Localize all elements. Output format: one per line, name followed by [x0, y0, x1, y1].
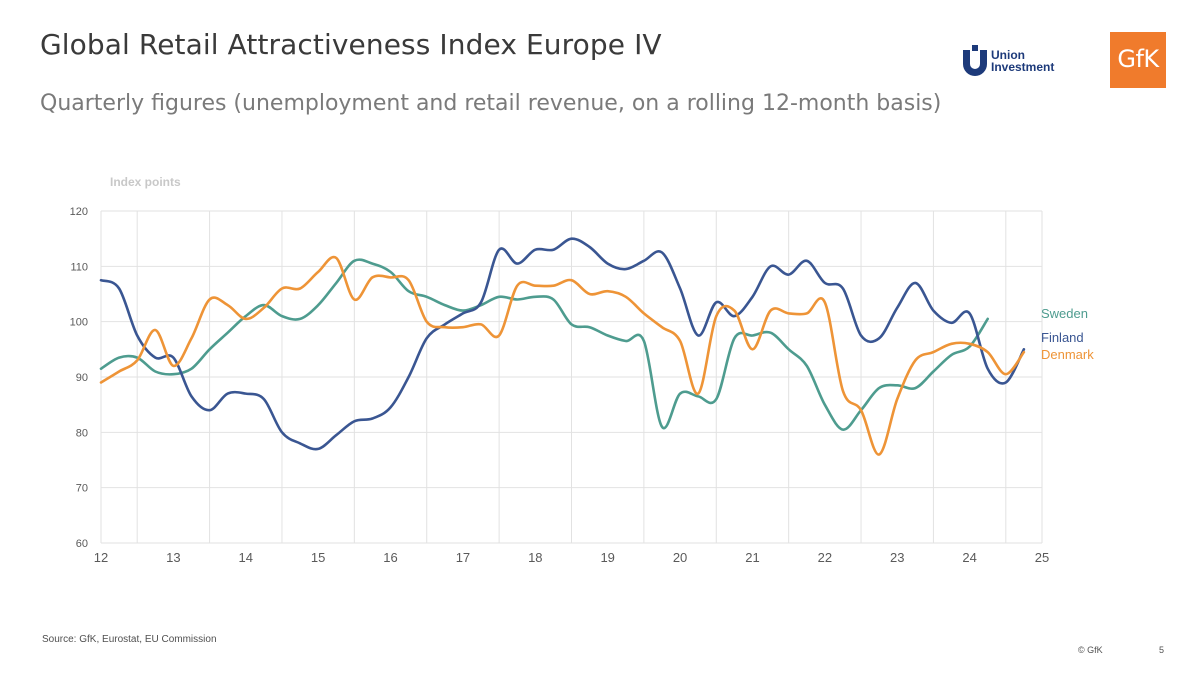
x-tick-label-18: 18: [528, 550, 542, 565]
x-tick-label-24: 24: [962, 550, 976, 565]
y-tick-label-80: 80: [76, 427, 88, 439]
x-tick-label-12: 12: [94, 550, 108, 565]
x-tick-label-19: 19: [600, 550, 614, 565]
x-tick-label-22: 22: [818, 550, 832, 565]
page-number: 5: [1159, 645, 1165, 655]
union-investment-logo: Union Investment: [960, 44, 1070, 78]
x-tick-label-23: 23: [890, 550, 904, 565]
y-tick-label-100: 100: [70, 317, 88, 329]
union-investment-wordmark: Union Investment: [991, 49, 1054, 73]
y-tick-label-120: 120: [70, 206, 88, 218]
union-investment-line1: Union: [991, 48, 1025, 62]
gfk-logo: GfK: [1110, 32, 1166, 88]
x-tick-label-20: 20: [673, 550, 687, 565]
x-tick-label-13: 13: [166, 550, 180, 565]
gfk-logo-text: GfK: [1117, 45, 1159, 73]
copyright: © GfK: [1078, 645, 1103, 655]
page-title: Global Retail Attractiveness Index Europ…: [40, 28, 662, 61]
series-line-sweden: [99, 258, 989, 431]
page-subtitle: Quarterly figures (unemployment and reta…: [40, 91, 942, 116]
series-label-sweden: Sweden: [1041, 306, 1088, 321]
y-tick-label-70: 70: [76, 483, 88, 495]
x-tick-label-15: 15: [311, 550, 325, 565]
y-tick-label-110: 110: [70, 261, 88, 273]
union-investment-line2: Investment: [991, 60, 1055, 74]
y-axis-label: Index points: [110, 175, 181, 189]
x-tick-label-25: 25: [1035, 550, 1049, 565]
y-tick-label-90: 90: [76, 372, 88, 384]
x-tick-label-16: 16: [383, 550, 397, 565]
x-tick-label-21: 21: [745, 550, 759, 565]
x-tick-label-17: 17: [456, 550, 470, 565]
x-tick-label-14: 14: [239, 550, 253, 565]
series-label-finland: Finland: [1041, 330, 1084, 345]
source-note: Source: GfK, Eurostat, EU Commission: [42, 634, 217, 645]
union-investment-icon: [963, 45, 987, 76]
series-line-finland: [99, 237, 1026, 451]
y-tick-label-60: 60: [76, 538, 88, 550]
series-line-denmark: [99, 255, 1026, 456]
series-label-denmark: Denmark: [1041, 347, 1094, 362]
